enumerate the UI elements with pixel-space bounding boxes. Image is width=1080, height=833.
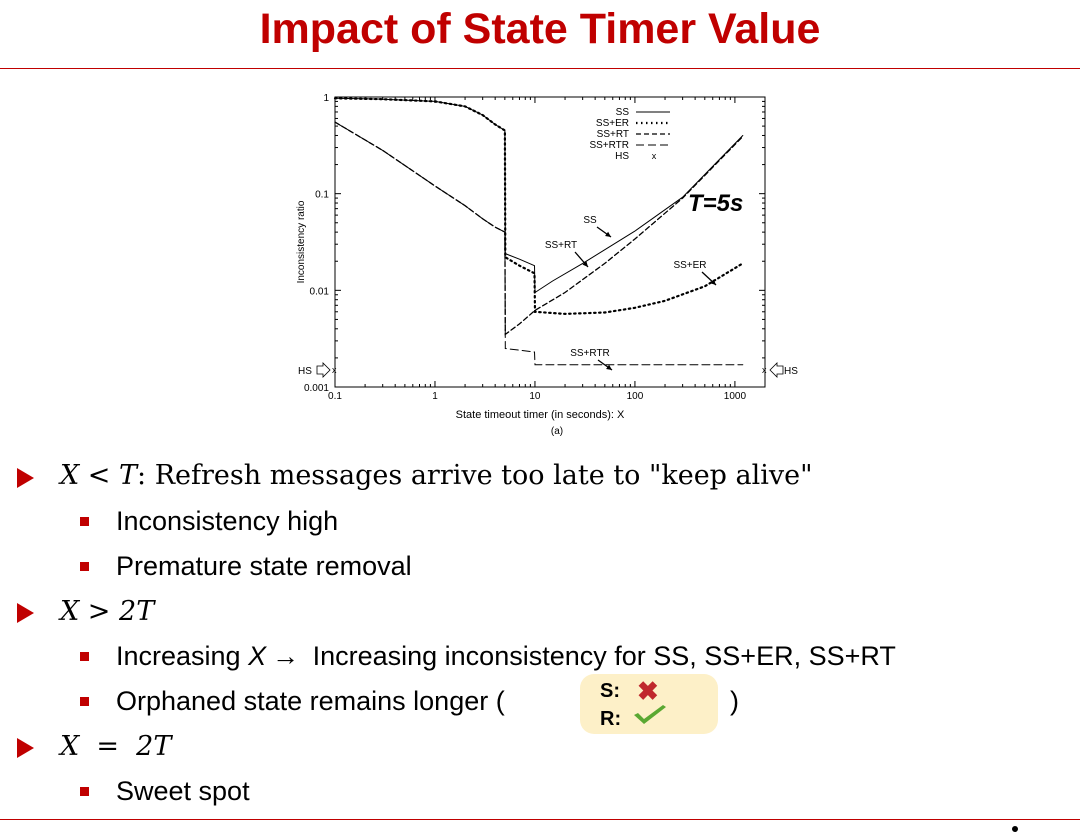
bullet-square-3 bbox=[80, 562, 89, 571]
legend-label: SS+ER bbox=[596, 118, 629, 129]
hs-arrow-left-icon bbox=[769, 362, 784, 378]
bullet-4-math: X > 2T bbox=[60, 596, 155, 627]
hs-arrow-right-icon bbox=[316, 362, 331, 378]
legend-label: SS+RTR bbox=[589, 140, 629, 151]
slide-title: Impact of State Timer Value bbox=[259, 5, 821, 53]
x-tick-label: 1000 bbox=[724, 391, 747, 402]
footer-divider bbox=[0, 819, 1080, 820]
series-line-ss-er bbox=[333, 97, 744, 316]
bullet-5-pre: Increasing bbox=[116, 641, 249, 671]
title-divider bbox=[0, 68, 1080, 69]
bullet-square-5 bbox=[80, 652, 89, 661]
curve-label: SS+RTR bbox=[570, 348, 610, 359]
s-label: S: bbox=[600, 680, 620, 702]
chart-caption: (a) bbox=[551, 426, 563, 437]
legend-label: SS+RT bbox=[597, 129, 629, 140]
bullet-orphaned-state: Orphaned state remains longer ( bbox=[116, 686, 505, 716]
curve-label: SS+ER bbox=[673, 260, 706, 271]
bullet-marker-4 bbox=[17, 603, 34, 623]
x-tick-label: 1 bbox=[432, 391, 438, 402]
x-tick-label: 100 bbox=[627, 391, 644, 402]
curve-label: SS+RT bbox=[545, 240, 577, 251]
x-tick-label: 10 bbox=[529, 391, 541, 402]
bullet-7-math: X = 2T bbox=[60, 731, 172, 762]
sr-status-box: S: ✖ R: bbox=[580, 674, 718, 734]
bullet-square-6 bbox=[80, 697, 89, 706]
bullet-1-math: X < T bbox=[60, 460, 138, 491]
series-line-ss-rtr bbox=[334, 121, 744, 366]
bullet-5-var: X bbox=[248, 641, 267, 671]
bullet-increasing-x: Increasing X → Increasing inconsistency f… bbox=[116, 641, 896, 672]
hs-x-marker: x bbox=[762, 365, 767, 375]
bullet-sweet-spot: Sweet spot bbox=[116, 776, 250, 806]
bullet-marker-7 bbox=[17, 738, 34, 758]
hs-marker-left-label: HS bbox=[298, 366, 312, 377]
bullet-square-8 bbox=[80, 787, 89, 796]
y-tick-label: 0.001 bbox=[304, 383, 329, 394]
bullet-premature-removal: Premature state removal bbox=[116, 551, 412, 581]
period-annotation: T=5s bbox=[688, 190, 743, 217]
x-axis-label: State timeout timer (in seconds): X bbox=[456, 409, 625, 421]
y-axis-label: Inconsistency ratio bbox=[296, 200, 307, 283]
pointer-arrowhead bbox=[605, 231, 611, 237]
bullet-x-less-t: X < T: Refresh messages arrive too late … bbox=[60, 460, 813, 491]
corner-dot bbox=[1012, 826, 1018, 832]
legend-label: SS bbox=[616, 107, 630, 118]
y-tick-label: 0.1 bbox=[315, 190, 329, 201]
legend-x-marker: x bbox=[652, 151, 657, 161]
bullet-5-text: Increasing inconsistency for SS, SS+ER, … bbox=[305, 641, 896, 671]
pointer-arrowhead bbox=[710, 279, 716, 285]
bullet-square-2 bbox=[80, 517, 89, 526]
bullet-marker-1 bbox=[17, 468, 34, 488]
y-tick-label: 0.01 bbox=[310, 286, 330, 297]
legend-label: HS bbox=[615, 151, 629, 162]
curve-label: SS bbox=[583, 215, 597, 226]
r-label: R: bbox=[600, 708, 622, 730]
bullet-x-equals-2t: X = 2T bbox=[60, 731, 171, 762]
pointer-arrowhead bbox=[606, 364, 612, 370]
series-line-ss-rt bbox=[334, 121, 744, 336]
hs-marker-right-label: HS bbox=[784, 366, 798, 377]
hs-x-marker: x bbox=[332, 365, 337, 375]
plot-frame bbox=[334, 96, 766, 388]
arrow-icon: → bbox=[272, 641, 300, 671]
pointer-arrowhead bbox=[582, 261, 588, 267]
bullet-1-text: : Refresh messages arrive too late to "k… bbox=[137, 460, 813, 491]
cross-icon: ✖ bbox=[637, 676, 659, 706]
check-icon bbox=[634, 705, 666, 724]
bullet-inconsistency-high: Inconsistency high bbox=[116, 506, 339, 536]
bullet-x-greater-2t: X > 2T bbox=[60, 596, 154, 627]
y-tick-label: 1 bbox=[323, 93, 329, 104]
bullet-6-close-paren: ) bbox=[730, 686, 739, 716]
x-tick-label: 0.1 bbox=[328, 391, 342, 402]
